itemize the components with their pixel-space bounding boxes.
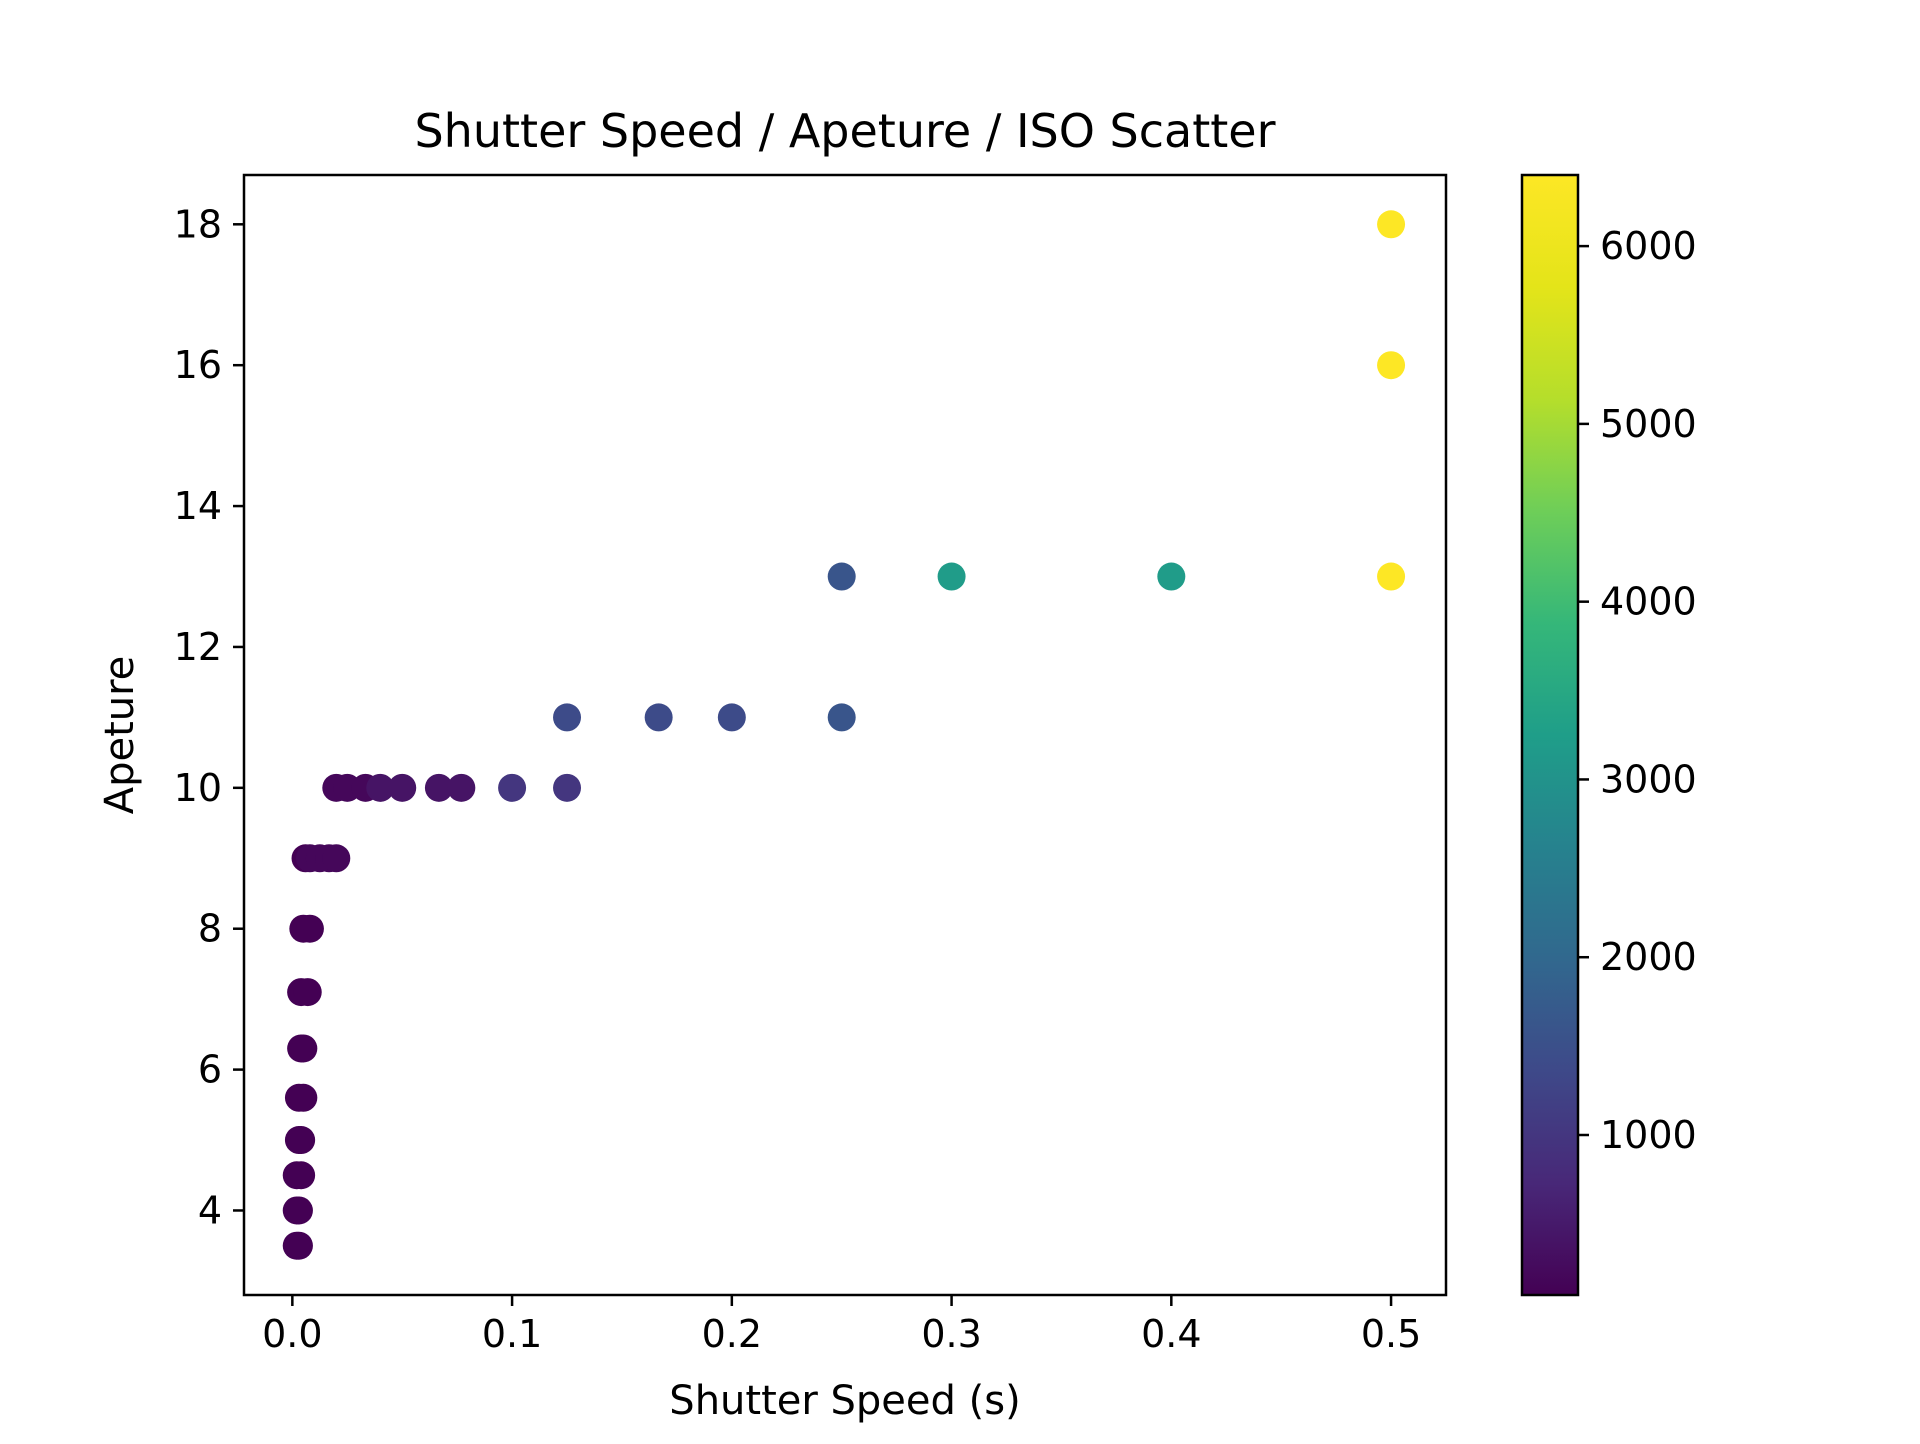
- y-axis-label: Apeture: [97, 656, 143, 815]
- scatter-point: [553, 703, 582, 732]
- y-tick-label: 12: [174, 625, 222, 669]
- scatter-point: [553, 773, 582, 802]
- y-tick-label: 18: [174, 202, 222, 246]
- x-tick-label: 0.0: [262, 1312, 322, 1356]
- scatter-point: [1157, 562, 1186, 591]
- colorbar-tick-label: 4000: [1600, 580, 1697, 624]
- scatter-point: [289, 1083, 318, 1112]
- scatter-point: [1377, 210, 1406, 239]
- y-tick-label: 4: [198, 1188, 222, 1232]
- x-tick-label: 0.4: [1141, 1312, 1201, 1356]
- scatter-point: [388, 773, 417, 802]
- y-tick-label: 16: [174, 343, 222, 387]
- scatter-point: [284, 1196, 313, 1225]
- scatter-point: [498, 773, 527, 802]
- scatter-point: [287, 1161, 316, 1190]
- scatter-point: [322, 844, 351, 873]
- x-axis-ticks: 0.0 0.1 0.2 0.3 0.4 0.5: [262, 1295, 1421, 1356]
- scatter-point: [644, 703, 673, 732]
- x-tick-label: 0.1: [482, 1312, 542, 1356]
- scatter-point: [1377, 562, 1406, 591]
- colorbar-frame: [1520, 173, 1580, 1297]
- scatter-point: [295, 914, 324, 943]
- y-tick-label: 6: [198, 1048, 222, 1092]
- scatter-point: [289, 1034, 318, 1063]
- y-tick-label: 10: [174, 766, 222, 810]
- scatter-point: [284, 1231, 313, 1260]
- scatter-point: [827, 562, 856, 591]
- x-axis-label: Shutter Speed (s): [669, 1378, 1020, 1424]
- data-points: [282, 210, 1406, 1260]
- y-axis-ticks: 4 6 8 10 12 14 16 18: [174, 202, 244, 1232]
- colorbar-tick-label: 2000: [1600, 935, 1697, 979]
- y-tick-label: 14: [174, 484, 222, 528]
- scatter-point: [937, 562, 966, 591]
- colorbar-tick-label: 5000: [1600, 402, 1697, 446]
- colorbar-tick-label: 1000: [1600, 1113, 1697, 1157]
- scatter-point: [447, 773, 476, 802]
- x-tick-label: 0.2: [702, 1312, 762, 1356]
- y-tick-label: 8: [198, 907, 222, 951]
- chart-title: Shutter Speed / Apeture / ISO Scatter: [414, 104, 1275, 158]
- scatter-point: [424, 773, 453, 802]
- scatter-point: [827, 703, 856, 732]
- scatter-point: [366, 773, 395, 802]
- plot-frame: [242, 173, 1448, 1297]
- colorbar-ticks: 1000 2000 3000 4000 5000 6000: [1578, 224, 1697, 1157]
- colorbar-tick-label: 6000: [1600, 224, 1697, 268]
- scatter-point: [287, 1126, 316, 1155]
- colorbar-tick-label: 3000: [1600, 757, 1697, 801]
- colorbar-gradient: [1522, 175, 1578, 1295]
- scatter-point: [293, 978, 322, 1007]
- scatter-point: [717, 703, 746, 732]
- x-tick-label: 0.3: [921, 1312, 981, 1356]
- x-tick-label: 0.5: [1361, 1312, 1421, 1356]
- scatter-point: [1377, 351, 1406, 380]
